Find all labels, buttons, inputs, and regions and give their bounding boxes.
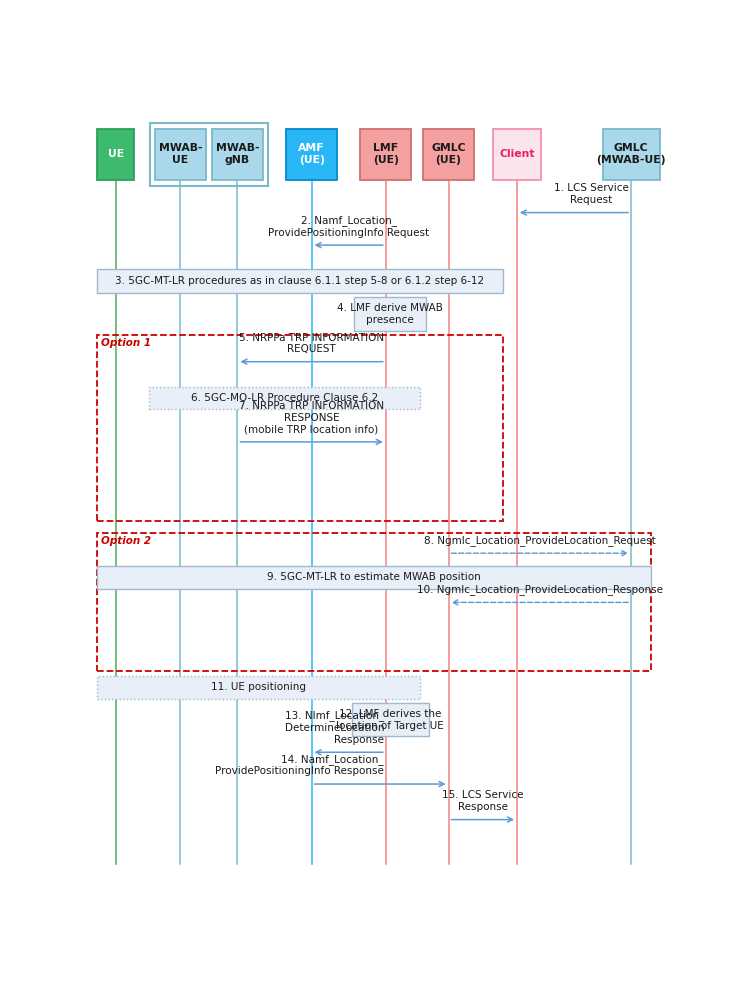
Text: 4. LMF derive MWAB
presence: 4. LMF derive MWAB presence (337, 303, 443, 324)
Bar (150, 123, 268, 186)
Bar (492, 129, 541, 180)
Bar (96, 566, 651, 589)
Bar (155, 129, 206, 180)
Text: 15. LCS Service
Response: 15. LCS Service Response (442, 790, 523, 812)
Text: 9. 5GC-MT-LR to estimate MWAB position: 9. 5GC-MT-LR to estimate MWAB position (267, 572, 481, 582)
Bar (96, 533, 651, 670)
Text: 14. Namf_Location_
ProvidePositioningInfo Response: 14. Namf_Location_ ProvidePositioningInf… (215, 754, 384, 777)
Text: 2. Namf_Location_
ProvidePositioningInfo Request: 2. Namf_Location_ ProvidePositioningInfo… (268, 215, 429, 238)
Text: 1. LCS Service
Request: 1. LCS Service Request (553, 184, 629, 205)
Bar (286, 129, 337, 180)
Text: 6. 5GC-MO-LR Procedure Clause 6.2: 6. 5GC-MO-LR Procedure Clause 6.2 (191, 393, 378, 403)
Text: 3. 5GC-MT-LR procedures as in clause 6.1.1 step 5-8 or 6.1.2 step 6-12: 3. 5GC-MT-LR procedures as in clause 6.1… (115, 275, 484, 286)
Text: MWAB-
gNB: MWAB- gNB (216, 144, 259, 165)
Text: Option 2: Option 2 (101, 536, 151, 546)
Bar (355, 297, 425, 330)
Text: AMF
(UE): AMF (UE) (298, 144, 325, 165)
Bar (97, 129, 135, 180)
Text: 10. Ngmlc_Location_ProvideLocation_Response: 10. Ngmlc_Location_ProvideLocation_Respo… (417, 584, 662, 595)
Bar (212, 129, 263, 180)
Bar (352, 703, 428, 736)
Text: Option 1: Option 1 (101, 338, 151, 348)
Text: GMLC
(UE): GMLC (UE) (431, 144, 466, 165)
Text: 11. UE positioning: 11. UE positioning (210, 682, 305, 692)
Bar (96, 675, 420, 699)
Text: GMLC
(MWAB-UE): GMLC (MWAB-UE) (596, 144, 666, 165)
Text: LMF
(UE): LMF (UE) (373, 144, 399, 165)
Bar (603, 129, 659, 180)
Text: 12. LMF derives the
location of Target UE: 12. LMF derives the location of Target U… (336, 709, 444, 730)
Bar (422, 129, 474, 180)
Text: 8. Ngmlc_Location_ProvideLocation_Request: 8. Ngmlc_Location_ProvideLocation_Reques… (424, 535, 656, 546)
Bar (96, 268, 503, 293)
Text: 5. NRPPa TRP INFORMATION
REQUEST: 5. NRPPa TRP INFORMATION REQUEST (239, 332, 384, 354)
Text: MWAB-
UE: MWAB- UE (158, 144, 202, 165)
Bar (149, 386, 420, 409)
Text: 7. NRPPa TRP INFORMATION
RESPONSE
(mobile TRP location info): 7. NRPPa TRP INFORMATION RESPONSE (mobil… (239, 401, 384, 434)
Text: UE: UE (108, 149, 124, 159)
Text: 13. Nlmf_Location_
DetermineLocation
Response: 13. Nlmf_Location_ DetermineLocation Res… (285, 711, 384, 745)
Text: Client: Client (499, 149, 534, 159)
Bar (360, 129, 411, 180)
Bar (96, 335, 503, 521)
